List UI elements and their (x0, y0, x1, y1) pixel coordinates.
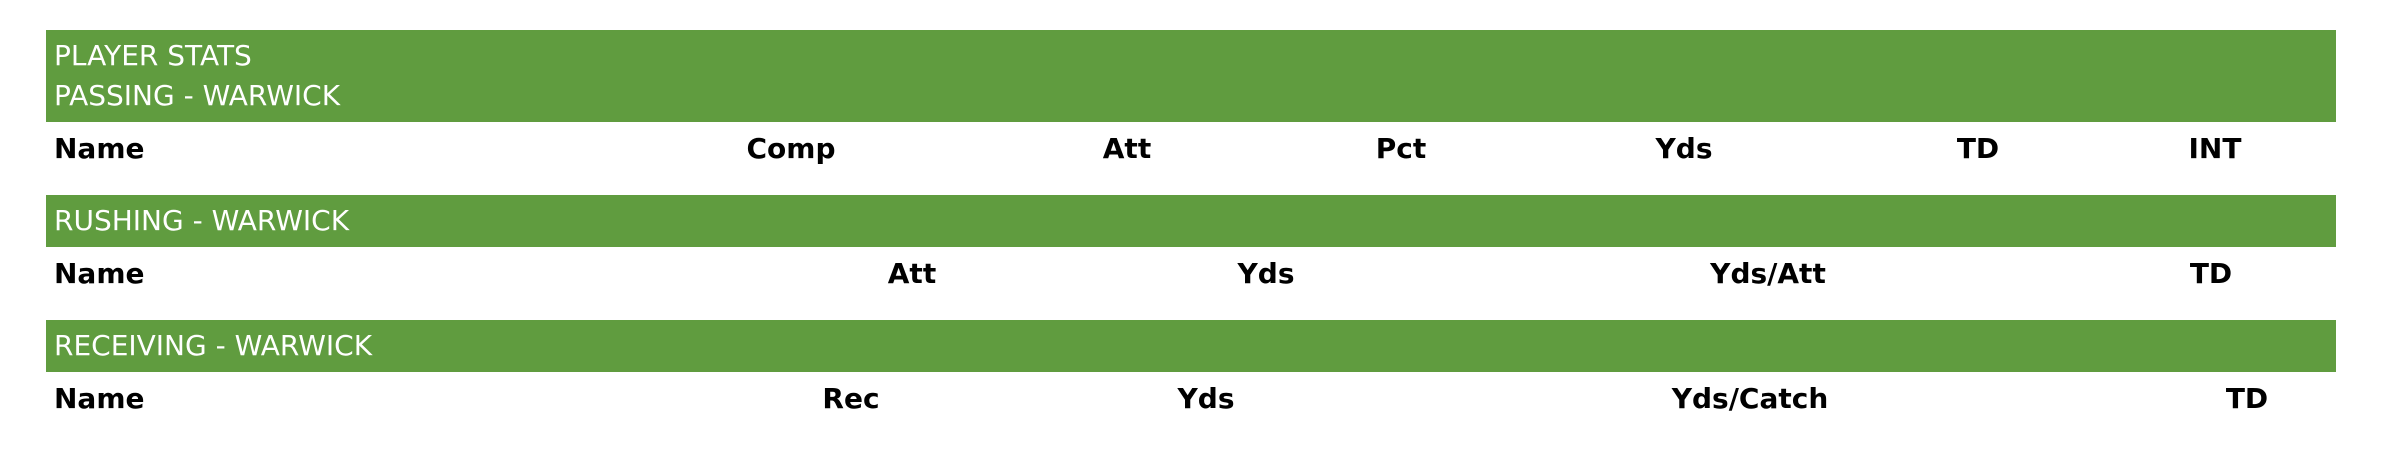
rushing-col-name: Name (54, 256, 145, 290)
receiving-col-td: TD (2225, 381, 2269, 415)
passing-heading: PASSING - WARWICK (54, 79, 341, 112)
passing-column-headers: Name Comp Att Pct Yds TD INT (46, 122, 2336, 174)
rushing-col-yds-att: Yds/Att (1710, 256, 1826, 290)
receiving-col-yds: Yds (1177, 381, 1235, 415)
passing-col-att: Att (1102, 131, 1152, 165)
passing-col-name: Name (54, 131, 145, 165)
passing-col-int: INT (2188, 131, 2242, 165)
rushing-column-headers: Name Att Yds Yds/Att TD (46, 247, 2336, 299)
rushing-header-band: RUSHING - WARWICK (46, 195, 2336, 247)
receiving-col-yds-catch: Yds/Catch (1671, 381, 1829, 415)
passing-header-band: PLAYER STATS PASSING - WARWICK (46, 30, 2336, 122)
stats-title: PLAYER STATS (54, 39, 252, 72)
rushing-col-att: Att (887, 256, 937, 290)
receiving-header-band: RECEIVING - WARWICK (46, 320, 2336, 372)
receiving-heading: RECEIVING - WARWICK (54, 329, 373, 362)
player-stats-table: PLAYER STATS PASSING - WARWICK Name Comp… (46, 30, 2336, 424)
rushing-col-td: TD (2189, 256, 2233, 290)
passing-col-comp: Comp (746, 131, 836, 165)
passing-col-td: TD (1956, 131, 2000, 165)
rushing-heading: RUSHING - WARWICK (54, 204, 350, 237)
rushing-col-yds: Yds (1237, 256, 1295, 290)
receiving-column-headers: Name Rec Yds Yds/Catch TD (46, 372, 2336, 424)
receiving-col-rec: Rec (822, 381, 880, 415)
receiving-col-name: Name (54, 381, 145, 415)
passing-col-pct: Pct (1375, 131, 1427, 165)
passing-col-yds: Yds (1655, 131, 1713, 165)
